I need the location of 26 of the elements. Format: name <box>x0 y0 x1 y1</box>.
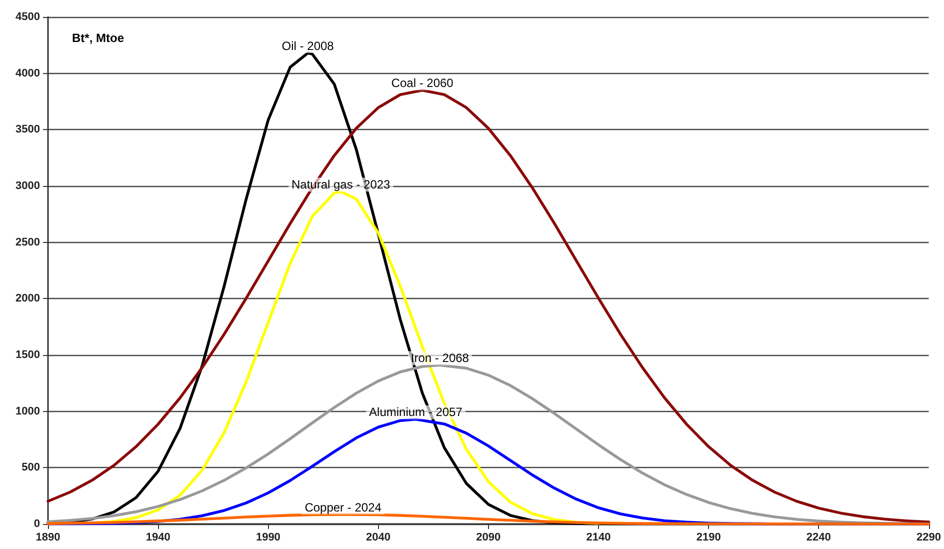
x-tick-label: 1990 <box>256 532 280 544</box>
y-tick-label: 3500 <box>16 124 40 136</box>
y-tick-label: 500 <box>22 462 40 474</box>
series-label: Aluminium - 2057 <box>369 405 463 420</box>
series-label: Natural gas - 2023 <box>291 178 391 192</box>
series-label: Iron - 2068 <box>410 351 470 366</box>
x-tick-label: 2290 <box>916 532 942 544</box>
y-tick-label: 2500 <box>16 236 40 248</box>
y-axis-title: Bt*, Mtoe <box>72 31 124 45</box>
x-tick-label: 1940 <box>146 532 170 544</box>
y-tick-label: 1500 <box>16 349 40 361</box>
series-label: Coal - 2060 <box>391 76 454 90</box>
x-tick-label: 1890 <box>36 532 60 544</box>
x-tick-label: 2240 <box>806 532 831 544</box>
x-tick-label: 2190 <box>696 532 721 544</box>
y-tick-label: 1000 <box>16 405 40 418</box>
x-tick-label: 2040 <box>366 532 391 544</box>
x-tick-label: 2090 <box>476 532 501 544</box>
y-tick-label: 4000 <box>16 67 40 80</box>
y-tick-label: 2000 <box>16 292 40 305</box>
y-tick-label: 4500 <box>16 11 40 23</box>
y-tick-label: 0 <box>34 518 40 530</box>
series-label: Copper - 2024 <box>304 500 382 514</box>
x-tick-label: 2140 <box>586 532 611 544</box>
y-tick-label: 3000 <box>16 180 40 192</box>
series-label: Oil - 2008 <box>282 39 334 54</box>
